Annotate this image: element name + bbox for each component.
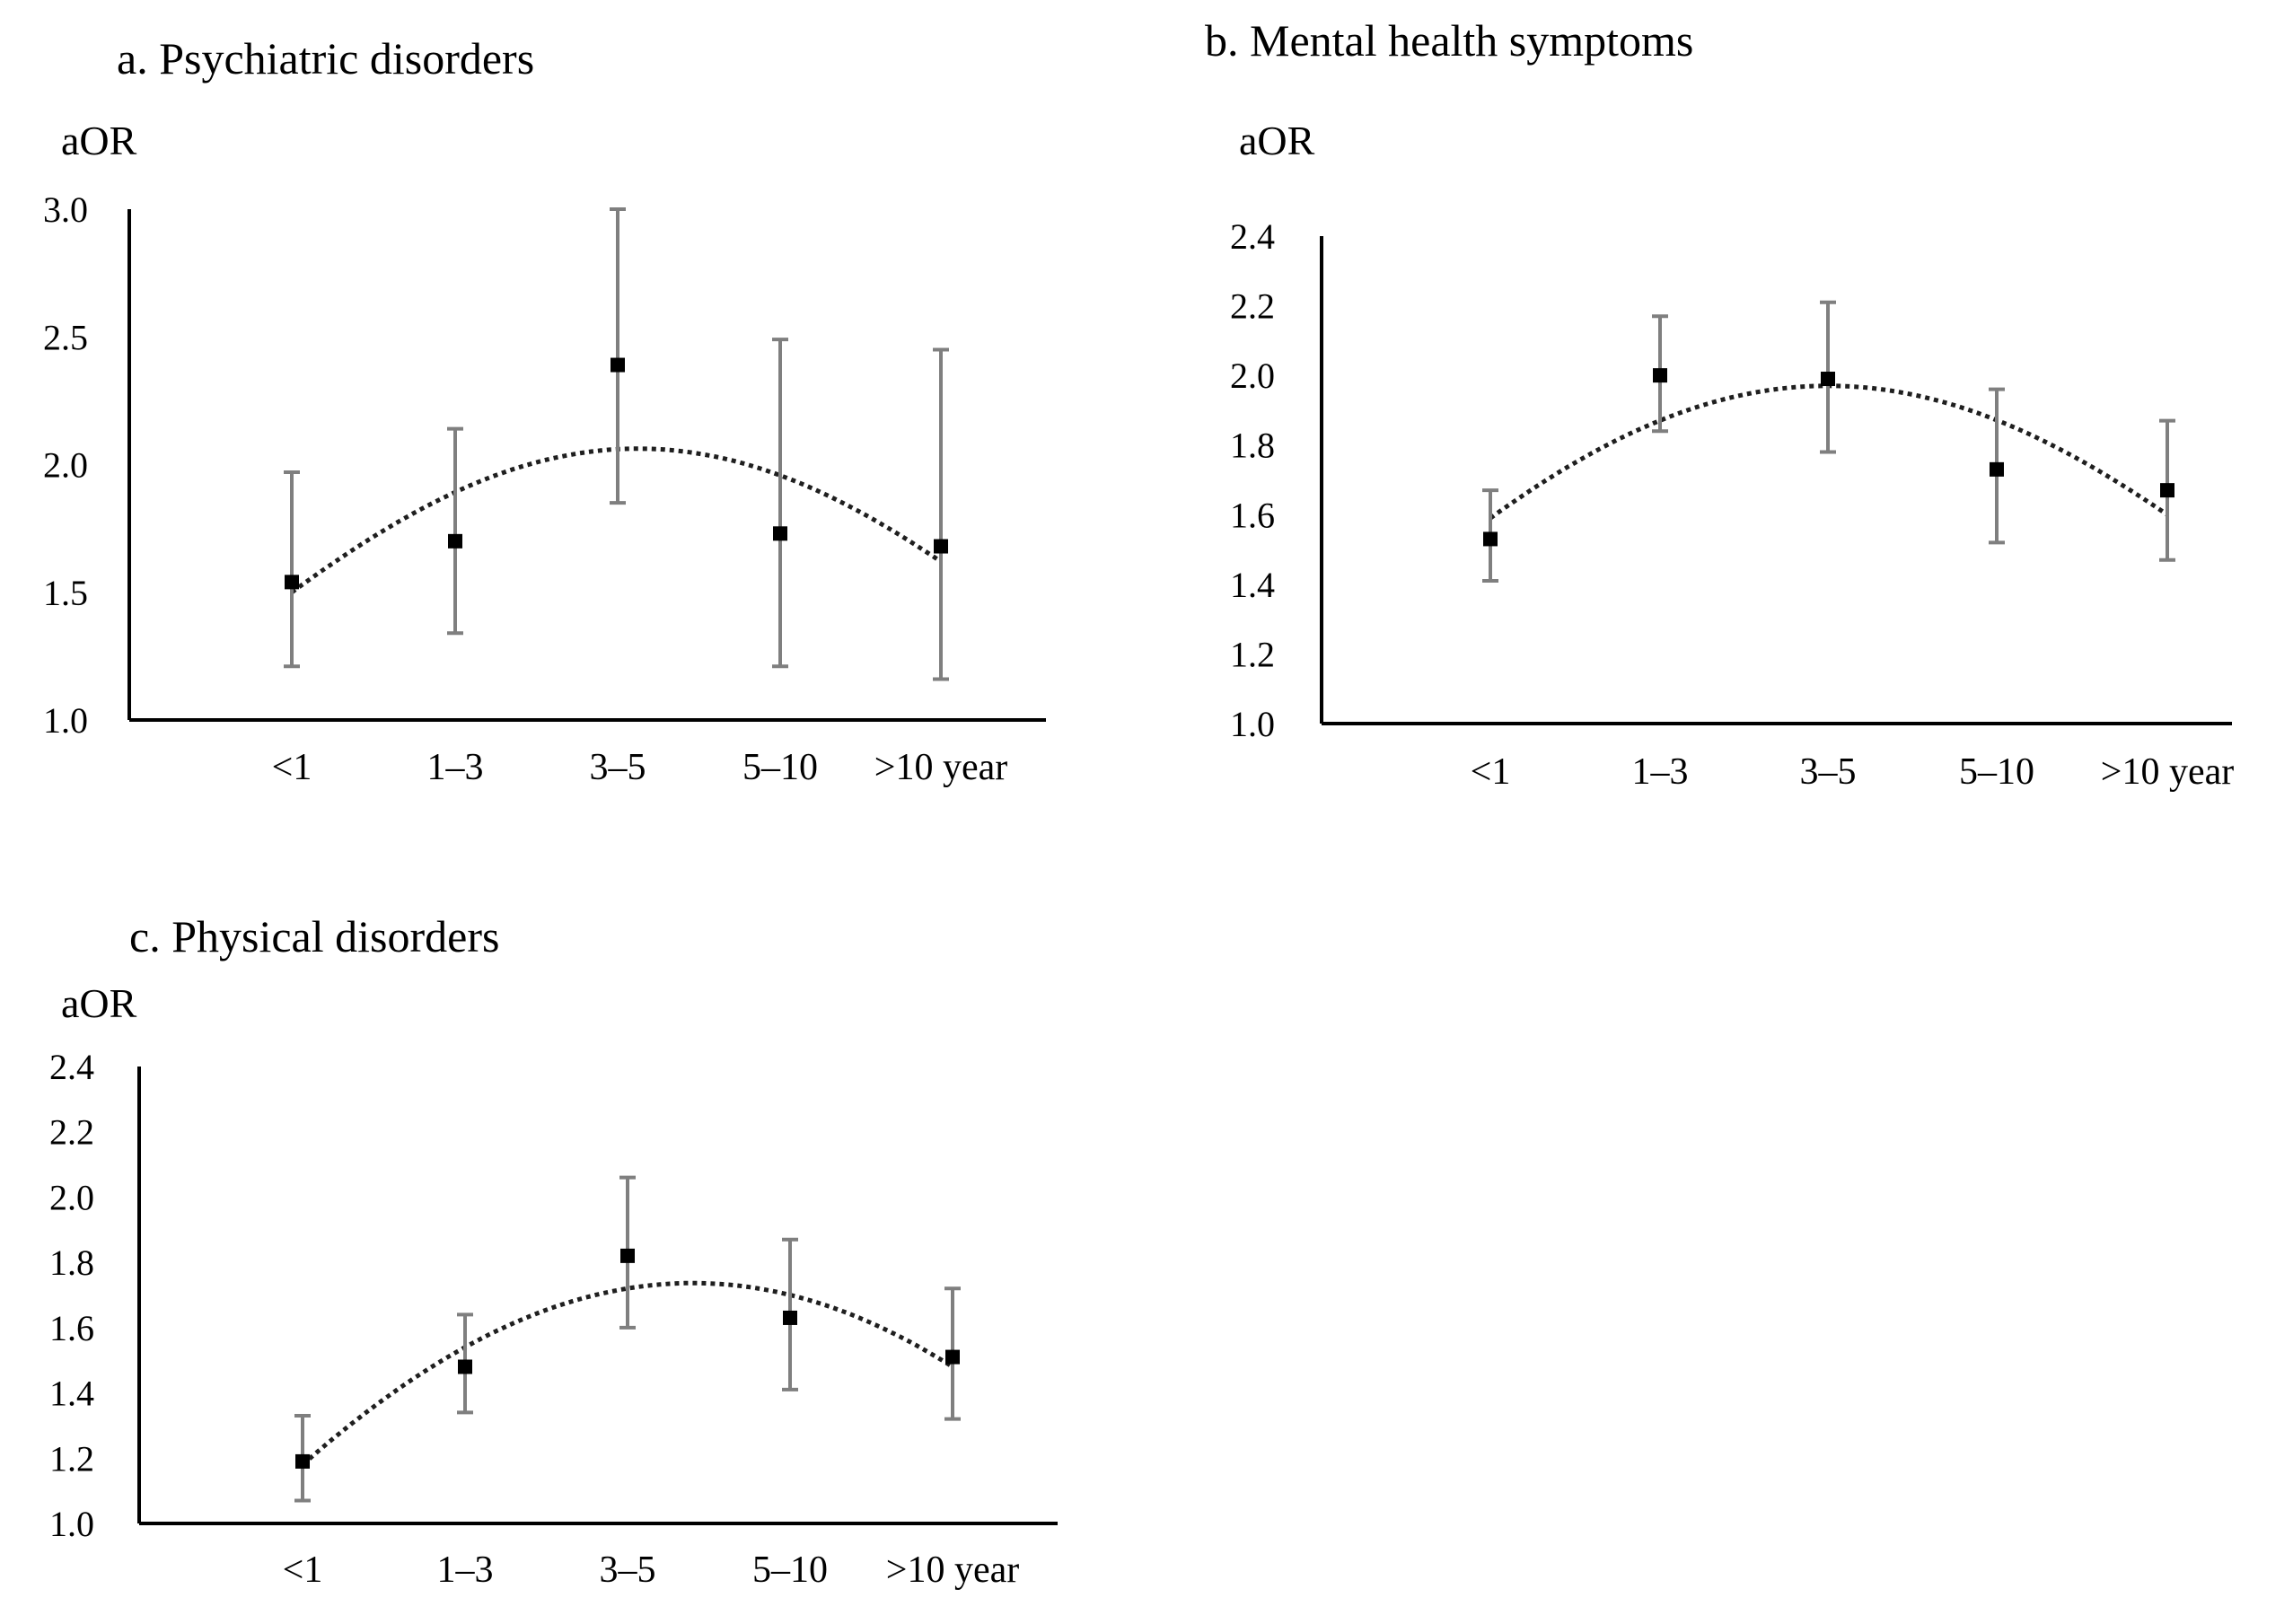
data-point: [1990, 461, 2004, 477]
y-tick-label: 1.2: [49, 1438, 94, 1479]
panel-psychiatric-disorders: a. Psychiatric disorders aOR 1.0 1.5 2.0 2.5 3…: [43, 33, 1046, 788]
data-point: [2160, 483, 2174, 498]
y-tick-label: 1.8: [49, 1242, 94, 1283]
y-tick-label: 2.0: [43, 445, 88, 486]
data-point: [620, 1248, 635, 1263]
data-point: [448, 533, 462, 549]
panel-title: b. Mental health symptoms: [1205, 15, 1693, 66]
data-point: [945, 1349, 960, 1365]
x-category-label: >10 year: [2101, 751, 2234, 793]
x-category-label: <1: [283, 1549, 323, 1591]
data-point: [611, 357, 625, 373]
y-axis-title: aOR: [61, 118, 137, 163]
x-category-label: 5–10: [1959, 751, 2034, 793]
x-category-label: 1–3: [427, 747, 484, 788]
x-category-label: 3–5: [1800, 751, 1857, 793]
data-point: [934, 539, 948, 554]
x-category-label: 1–3: [1632, 751, 1689, 793]
panel-title: a. Psychiatric disorders: [117, 33, 534, 83]
data-point: [1483, 531, 1498, 547]
x-category-label: >10 year: [886, 1549, 1019, 1591]
data-point: [1821, 372, 1835, 387]
y-tick-label: 1.0: [1230, 704, 1275, 744]
trend-line: [301, 1280, 954, 1467]
y-tick-label: 1.6: [49, 1308, 94, 1348]
data-point: [295, 1453, 310, 1469]
x-category-label: >10 year: [874, 747, 1007, 788]
data-point: [285, 575, 299, 590]
y-tick-label: 1.6: [1230, 495, 1275, 535]
data-point: [783, 1310, 797, 1325]
y-tick-label: 1.8: [1230, 426, 1275, 466]
y-axis-title: aOR: [61, 980, 137, 1026]
y-tick-label: 1.2: [1230, 634, 1275, 674]
data-point: [1653, 368, 1667, 383]
panel-title: c. Physical disorders: [129, 911, 499, 961]
y-tick-label: 1.5: [43, 573, 88, 613]
x-category-label: 5–10: [752, 1549, 828, 1591]
panel-physical-disorders: c. Physical disorders aOR 1.0 1.2 1.4 1.6 1.8 2…: [49, 911, 1058, 1591]
y-tick-label: 1.0: [43, 700, 88, 741]
y-tick-label: 1.4: [49, 1374, 94, 1414]
y-tick-label: 2.2: [49, 1112, 94, 1153]
y-tick-label: 2.0: [49, 1177, 94, 1217]
x-category-label: 1–3: [437, 1549, 494, 1591]
x-category-label: 3–5: [590, 747, 646, 788]
y-tick-label: 1.4: [1230, 565, 1275, 605]
panel-mental-health-symptoms: b. Mental health symptoms aOR 1.0 1.2 1.4 1.6…: [1205, 15, 2234, 793]
y-tick-label: 2.4: [49, 1047, 94, 1087]
y-tick-label: 3.0: [43, 189, 88, 230]
y-axis-title: aOR: [1239, 118, 1315, 163]
y-tick-label: 2.4: [1230, 216, 1275, 257]
y-tick-label: 2.0: [1230, 356, 1275, 396]
y-tick-label: 2.5: [43, 317, 88, 357]
y-tick-label: 1.0: [49, 1504, 94, 1544]
y-tick-label: 2.2: [1230, 286, 1275, 327]
x-category-label: 5–10: [742, 747, 818, 788]
x-category-label: <1: [272, 747, 312, 788]
data-point: [773, 526, 787, 541]
data-point: [458, 1359, 472, 1374]
x-category-label: <1: [1471, 751, 1511, 793]
x-category-label: 3–5: [600, 1549, 656, 1591]
